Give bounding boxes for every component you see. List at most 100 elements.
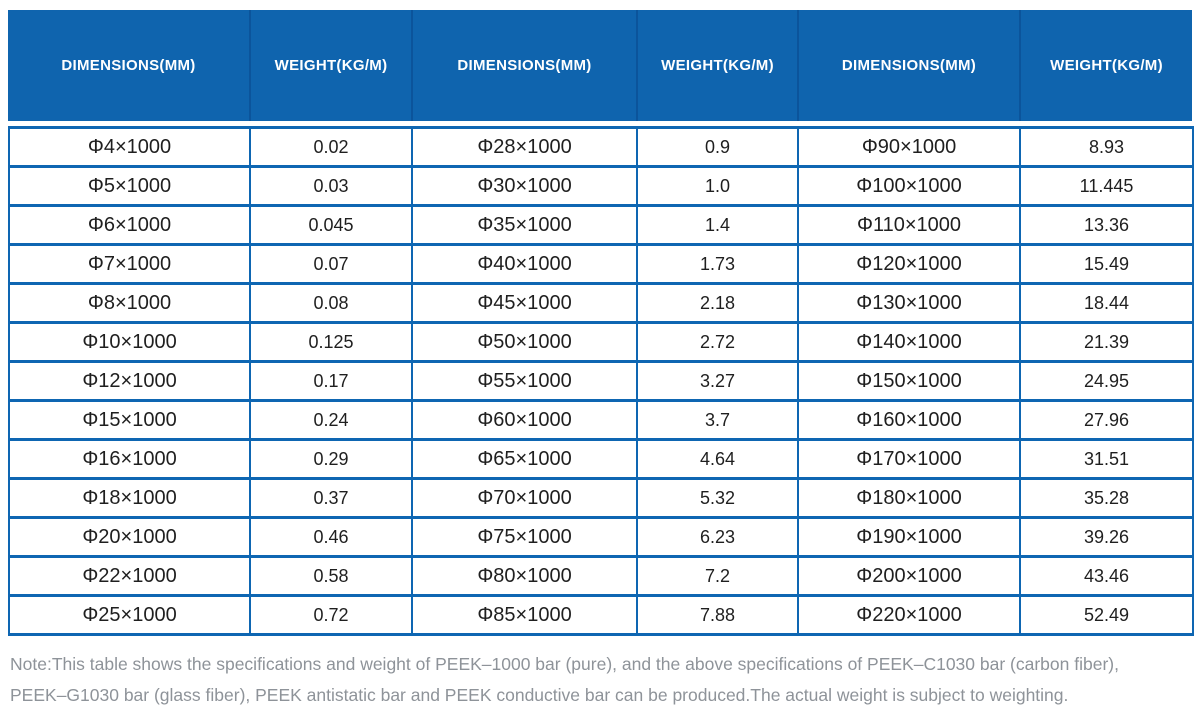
dimension-cell: Φ120×1000 [797, 243, 1021, 285]
weight-cell: 4.64 [636, 438, 799, 480]
dimension-cell: Φ22×1000 [8, 555, 251, 597]
weight-cell: 0.125 [249, 321, 413, 363]
dimension-cell: Φ70×1000 [411, 477, 638, 519]
dimension-cell: Φ80×1000 [411, 555, 638, 597]
table-row: Φ6×1000 0.045 Φ35×1000 1.4 Φ110×1000 13.36 [8, 204, 1194, 246]
dimension-cell: Φ55×1000 [411, 360, 638, 402]
dimension-cell: Φ50×1000 [411, 321, 638, 363]
weight-cell: 1.0 [636, 165, 799, 207]
dimension-cell: Φ7×1000 [8, 243, 251, 285]
dimension-cell: Φ8×1000 [8, 282, 251, 324]
dimension-cell: Φ12×1000 [8, 360, 251, 402]
table-row: Φ22×1000 0.58 Φ80×1000 7.2 Φ200×1000 43.46 [8, 555, 1194, 597]
dimension-cell: Φ130×1000 [797, 282, 1021, 324]
dimension-cell: Φ180×1000 [797, 477, 1021, 519]
table-row: Φ7×1000 0.07 Φ40×1000 1.73 Φ120×1000 15.49 [8, 243, 1194, 285]
weight-cell: 0.17 [249, 360, 413, 402]
dimension-cell: Φ85×1000 [411, 594, 638, 636]
weight-cell: 0.02 [249, 126, 413, 168]
column-header-weight-2: WEIGHT(KG/M) [636, 10, 797, 121]
dimension-cell: Φ40×1000 [411, 243, 638, 285]
dimension-cell: Φ160×1000 [797, 399, 1021, 441]
dimension-cell: Φ45×1000 [411, 282, 638, 324]
table-row: Φ20×1000 0.46 Φ75×1000 6.23 Φ190×1000 39.26 [8, 516, 1194, 558]
dimension-cell: Φ65×1000 [411, 438, 638, 480]
dimension-cell: Φ28×1000 [411, 126, 638, 168]
weight-cell: 0.03 [249, 165, 413, 207]
dimension-cell: Φ90×1000 [797, 126, 1021, 168]
weight-cell: 3.7 [636, 399, 799, 441]
table-row: Φ4×1000 0.02 Φ28×1000 0.9 Φ90×1000 8.93 [8, 126, 1194, 168]
table-body: Φ4×1000 0.02 Φ28×1000 0.9 Φ90×1000 8.93 Φ5×100… [8, 126, 1194, 636]
weight-cell: 0.07 [249, 243, 413, 285]
note-text: Note:This table shows the specifications… [10, 649, 1194, 711]
table-row: Φ10×1000 0.125 Φ50×1000 2.72 Φ140×1000 21.39 [8, 321, 1194, 363]
spec-table: Φ4×1000 0.02 Φ28×1000 0.9 Φ90×1000 8.93 Φ5×100… [8, 126, 1194, 636]
weight-cell: 18.44 [1019, 282, 1194, 324]
dimension-cell: Φ100×1000 [797, 165, 1021, 207]
weight-cell: 15.49 [1019, 243, 1194, 285]
weight-cell: 39.26 [1019, 516, 1194, 558]
weight-cell: 7.2 [636, 555, 799, 597]
weight-cell: 27.96 [1019, 399, 1194, 441]
dimension-cell: Φ16×1000 [8, 438, 251, 480]
weight-cell: 0.72 [249, 594, 413, 636]
dimension-cell: Φ15×1000 [8, 399, 251, 441]
weight-cell: 0.46 [249, 516, 413, 558]
weight-cell: 31.51 [1019, 438, 1194, 480]
column-header-dimensions-3: DIMENSIONS(MM) [797, 10, 1019, 121]
dimension-cell: Φ200×1000 [797, 555, 1021, 597]
weight-cell: 21.39 [1019, 321, 1194, 363]
dimension-cell: Φ6×1000 [8, 204, 251, 246]
column-header-weight-3: WEIGHT(KG/M) [1019, 10, 1192, 121]
dimension-cell: Φ10×1000 [8, 321, 251, 363]
weight-cell: 3.27 [636, 360, 799, 402]
weight-cell: 6.23 [636, 516, 799, 558]
weight-cell: 0.37 [249, 477, 413, 519]
table-row: Φ25×1000 0.72 Φ85×1000 7.88 Φ220×1000 52.49 [8, 594, 1194, 636]
dimension-cell: Φ75×1000 [411, 516, 638, 558]
dimension-cell: Φ30×1000 [411, 165, 638, 207]
dimension-cell: Φ110×1000 [797, 204, 1021, 246]
table-row: Φ12×1000 0.17 Φ55×1000 3.27 Φ150×1000 24.95 [8, 360, 1194, 402]
weight-cell: 43.46 [1019, 555, 1194, 597]
weight-cell: 0.58 [249, 555, 413, 597]
weight-cell: 11.445 [1019, 165, 1194, 207]
weight-cell: 13.36 [1019, 204, 1194, 246]
weight-cell: 2.72 [636, 321, 799, 363]
weight-cell: 0.045 [249, 204, 413, 246]
table-row: Φ8×1000 0.08 Φ45×1000 2.18 Φ130×1000 18.44 [8, 282, 1194, 324]
weight-cell: 0.9 [636, 126, 799, 168]
dimension-cell: Φ20×1000 [8, 516, 251, 558]
dimension-cell: Φ18×1000 [8, 477, 251, 519]
table-row: Φ5×1000 0.03 Φ30×1000 1.0 Φ100×1000 11.445 [8, 165, 1194, 207]
weight-cell: 8.93 [1019, 126, 1194, 168]
column-header-weight-1: WEIGHT(KG/M) [249, 10, 411, 121]
dimension-cell: Φ190×1000 [797, 516, 1021, 558]
dimension-cell: Φ150×1000 [797, 360, 1021, 402]
column-header-dimensions-2: DIMENSIONS(MM) [411, 10, 636, 121]
weight-cell: 52.49 [1019, 594, 1194, 636]
weight-cell: 1.73 [636, 243, 799, 285]
note-line-2: PEEK–G1030 bar (glass fiber), PEEK antis… [10, 685, 1069, 705]
weight-cell: 24.95 [1019, 360, 1194, 402]
table-row: Φ16×1000 0.29 Φ65×1000 4.64 Φ170×1000 31.51 [8, 438, 1194, 480]
dimension-cell: Φ25×1000 [8, 594, 251, 636]
table-row: Φ15×1000 0.24 Φ60×1000 3.7 Φ160×1000 27.96 [8, 399, 1194, 441]
weight-cell: 2.18 [636, 282, 799, 324]
weight-cell: 35.28 [1019, 477, 1194, 519]
weight-cell: 1.4 [636, 204, 799, 246]
dimension-cell: Φ35×1000 [411, 204, 638, 246]
dimension-cell: Φ220×1000 [797, 594, 1021, 636]
table-row: Φ18×1000 0.37 Φ70×1000 5.32 Φ180×1000 35.28 [8, 477, 1194, 519]
weight-cell: 7.88 [636, 594, 799, 636]
weight-cell: 0.29 [249, 438, 413, 480]
column-header-dimensions-1: DIMENSIONS(MM) [61, 57, 196, 74]
dimension-cell: Φ5×1000 [8, 165, 251, 207]
dimension-cell: Φ140×1000 [797, 321, 1021, 363]
dimension-cell: Φ170×1000 [797, 438, 1021, 480]
table-header-row: DIMENSIONS(MM) WEIGHT(KG/M) DIMENSIONS(M… [8, 10, 1192, 121]
dimension-cell: Φ60×1000 [411, 399, 638, 441]
weight-cell: 0.24 [249, 399, 413, 441]
